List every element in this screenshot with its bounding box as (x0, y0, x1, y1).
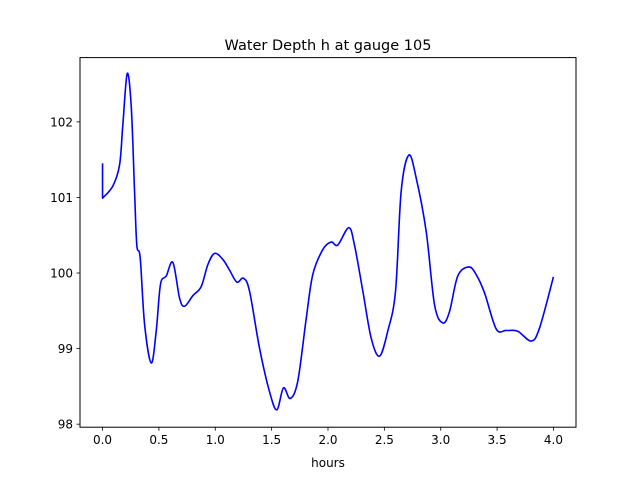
x-tick-label: 4.0 (544, 433, 563, 447)
y-tick-label: 102 (50, 115, 73, 129)
y-tick-label: 99 (58, 342, 73, 356)
x-tick-label: 1.0 (206, 433, 225, 447)
x-axis: 0.0 0.5 1.0 1.5 2.0 2.5 3.0 3.5 4.0 (93, 427, 563, 447)
x-tick-label: 2.5 (375, 433, 394, 447)
x-tick-label: 1.5 (262, 433, 281, 447)
x-axis-label: hours (311, 456, 345, 470)
x-tick-label: 2.0 (318, 433, 337, 447)
x-tick-label: 0.0 (93, 433, 112, 447)
y-axis: 98 99 100 101 102 (50, 115, 80, 432)
y-tick-label: 100 (50, 267, 73, 281)
x-tick-label: 3.5 (488, 433, 507, 447)
x-tick-label: 3.0 (431, 433, 450, 447)
y-tick-label: 98 (58, 418, 73, 432)
x-tick-label: 0.5 (149, 433, 168, 447)
series-line-h (101, 72, 555, 411)
chart-title: Water Depth h at gauge 105 (225, 38, 432, 54)
y-tick-label: 101 (50, 191, 73, 205)
axes-frame (79, 57, 577, 428)
plot-area (101, 72, 555, 411)
